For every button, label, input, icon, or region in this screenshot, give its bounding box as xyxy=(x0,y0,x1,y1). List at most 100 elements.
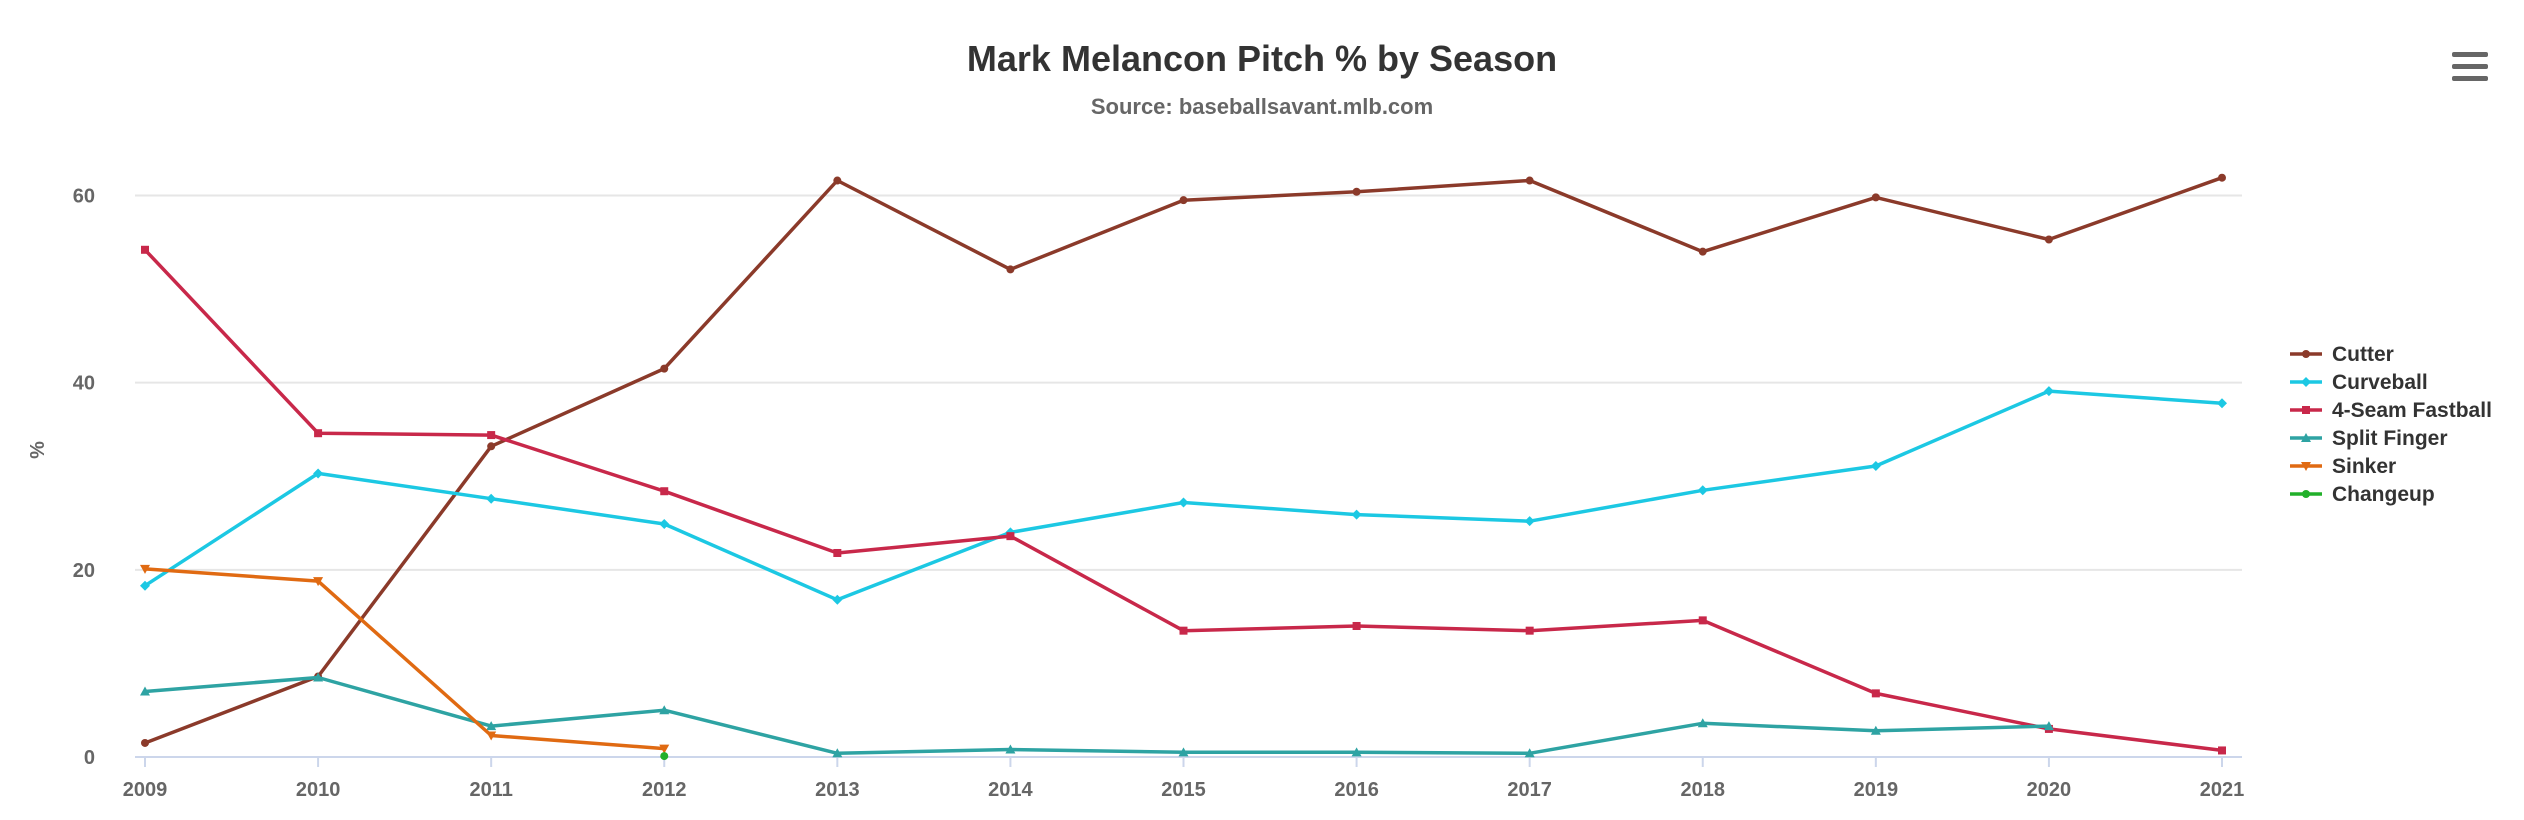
data-point xyxy=(660,752,669,761)
x-tick-label: 2018 xyxy=(1681,779,1726,801)
legend-marker xyxy=(2302,406,2310,414)
data-point xyxy=(1352,187,1361,196)
data-point xyxy=(2044,235,2053,244)
data-point xyxy=(2043,721,2054,731)
data-point xyxy=(313,577,324,587)
data-point xyxy=(1870,725,1881,735)
legend-item[interactable]: 4-Seam Fastball xyxy=(2290,399,2492,422)
data-point xyxy=(1524,516,1535,527)
legend-item[interactable]: Split Finger xyxy=(2290,427,2448,450)
series-line xyxy=(143,567,667,751)
series-split-finger xyxy=(140,672,2054,758)
data-point xyxy=(1525,176,1534,185)
data-point xyxy=(140,686,150,696)
data-point xyxy=(314,429,323,438)
data-point xyxy=(659,518,670,529)
data-point xyxy=(1871,193,1880,202)
legend-item[interactable]: Sinker xyxy=(2290,455,2396,478)
data-point xyxy=(1351,747,1362,757)
legend-marker xyxy=(2301,462,2311,471)
legend-marker xyxy=(2301,433,2311,442)
data-point xyxy=(1524,748,1535,758)
data-point xyxy=(140,580,150,591)
chart-title: Mark Melancon Pitch % by Season xyxy=(966,38,1558,79)
legend-label: Cutter xyxy=(2332,343,2394,366)
data-point xyxy=(2218,746,2226,755)
data-point xyxy=(140,564,150,574)
data-point xyxy=(313,468,324,479)
series-line xyxy=(143,675,2051,756)
data-point xyxy=(486,493,497,504)
x-tick-label: 2011 xyxy=(469,779,512,801)
data-point xyxy=(1179,196,1188,205)
data-point xyxy=(2218,173,2226,182)
data-point xyxy=(487,442,496,451)
chart-subtitle: Source: baseballsavant.mlb.com xyxy=(1090,94,1434,119)
x-tick-label: 2013 xyxy=(815,779,860,801)
x-tick-label: 2014 xyxy=(988,779,1033,801)
data-point xyxy=(660,487,669,496)
data-point xyxy=(313,672,324,682)
legend-label: Sinker xyxy=(2332,455,2396,478)
data-point xyxy=(660,364,669,373)
series-cutter xyxy=(141,173,2226,747)
data-point xyxy=(487,431,496,440)
data-point xyxy=(1697,718,1708,728)
x-tick-label: 2020 xyxy=(2027,779,2072,801)
data-point xyxy=(486,731,497,741)
data-point xyxy=(1005,744,1016,754)
series-sinker xyxy=(140,564,670,754)
data-point xyxy=(1006,265,1015,274)
y-tick-label: 40 xyxy=(73,373,95,395)
data-point xyxy=(1179,626,1188,635)
x-tick-label: 2009 xyxy=(123,779,168,801)
data-point xyxy=(486,721,497,731)
legend-label: Split Finger xyxy=(2332,427,2448,450)
legend-item[interactable]: Cutter xyxy=(2290,343,2394,366)
data-point xyxy=(1525,626,1534,635)
data-point xyxy=(141,738,149,747)
legend-label: Curveball xyxy=(2332,371,2428,394)
data-point xyxy=(1352,621,1361,630)
data-point xyxy=(1178,747,1189,757)
x-tick-label: 2019 xyxy=(1854,779,1899,801)
legend-marker xyxy=(2301,377,2311,387)
legend-label: Changeup xyxy=(2332,483,2435,506)
data-point xyxy=(1697,485,1708,496)
legend-item[interactable]: Changeup xyxy=(2290,483,2435,506)
series-changeup xyxy=(660,752,669,761)
data-point xyxy=(1871,689,1880,698)
y-axis-label: % xyxy=(27,441,49,459)
data-point xyxy=(1870,460,1881,471)
series-curveball xyxy=(140,386,2227,605)
legend-label: 4-Seam Fastball xyxy=(2332,399,2492,422)
x-tick-label: 2017 xyxy=(1507,779,1552,801)
data-point xyxy=(141,245,149,254)
legend-marker xyxy=(2302,490,2310,498)
x-tick-label: 2021 xyxy=(2200,779,2245,801)
x-tick-label: 2016 xyxy=(1334,779,1379,801)
data-point xyxy=(1178,497,1189,508)
series-line xyxy=(143,389,2224,602)
data-point xyxy=(2217,398,2227,409)
x-tick-label: 2010 xyxy=(296,779,341,801)
y-tick-label: 20 xyxy=(73,560,95,582)
data-point xyxy=(832,594,843,605)
data-point xyxy=(833,176,842,185)
data-point xyxy=(2043,386,2054,397)
data-point xyxy=(659,744,670,754)
data-point xyxy=(1698,616,1707,625)
hamburger-menu-icon[interactable] xyxy=(2450,50,2490,84)
data-point xyxy=(833,548,842,557)
x-tick-label: 2015 xyxy=(1161,779,1206,801)
y-tick-label: 0 xyxy=(84,747,95,769)
data-point xyxy=(1351,509,1362,520)
y-tick-label: 60 xyxy=(73,186,95,208)
data-point xyxy=(1006,532,1015,541)
legend-marker xyxy=(2302,350,2310,358)
data-point xyxy=(659,705,670,715)
x-tick-label: 2012 xyxy=(642,779,687,801)
data-point xyxy=(832,748,843,758)
legend-item[interactable]: Curveball xyxy=(2290,371,2428,394)
